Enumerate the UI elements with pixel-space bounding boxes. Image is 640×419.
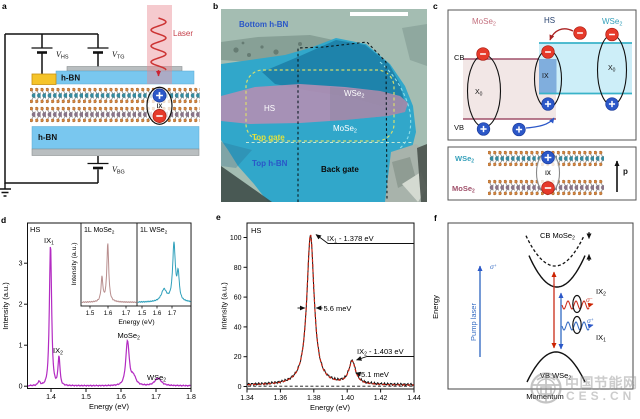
svg-text:Intensity (a.u.): Intensity (a.u.) bbox=[1, 282, 10, 330]
svg-text:MoSe2: MoSe2 bbox=[452, 184, 475, 195]
svg-text:a: a bbox=[2, 1, 7, 11]
svg-text:20: 20 bbox=[234, 354, 242, 361]
svg-text:Energy: Energy bbox=[431, 295, 440, 319]
svg-text:X0: X0 bbox=[608, 65, 616, 74]
svg-text:1.44: 1.44 bbox=[407, 395, 421, 402]
svg-text:Top gate: Top gate bbox=[252, 133, 285, 142]
svg-text:1.34: 1.34 bbox=[240, 395, 254, 402]
svg-text:5.6 meV: 5.6 meV bbox=[324, 304, 352, 313]
svg-text:CB MoSe2: CB MoSe2 bbox=[540, 231, 575, 242]
svg-text:MoSe2: MoSe2 bbox=[472, 17, 496, 28]
svg-text:1.5: 1.5 bbox=[81, 394, 91, 401]
svg-text:VBG: VBG bbox=[112, 165, 125, 176]
svg-text:CB: CB bbox=[454, 53, 464, 62]
svg-text:HS: HS bbox=[544, 16, 555, 25]
svg-text:h-BN: h-BN bbox=[61, 74, 80, 83]
svg-text:p: p bbox=[623, 167, 628, 176]
svg-text:σ+: σ+ bbox=[490, 263, 497, 271]
svg-text:IX1: IX1 bbox=[596, 333, 606, 344]
svg-text:X0: X0 bbox=[475, 89, 483, 98]
svg-text:Pump laser: Pump laser bbox=[469, 303, 478, 341]
svg-text:VTG: VTG bbox=[112, 50, 125, 61]
svg-text:1.5: 1.5 bbox=[138, 310, 147, 317]
svg-text:60: 60 bbox=[234, 295, 242, 302]
svg-text:IX2 - 1.403 eV: IX2 - 1.403 eV bbox=[357, 347, 404, 358]
svg-text:Laser: Laser bbox=[173, 29, 193, 38]
svg-text:CES.CN: CES.CN bbox=[566, 389, 635, 403]
svg-text:d: d bbox=[1, 215, 6, 225]
svg-text:1.6: 1.6 bbox=[153, 310, 162, 317]
svg-text:VHS: VHS bbox=[56, 50, 69, 61]
svg-text:1.7: 1.7 bbox=[151, 394, 161, 401]
svg-text:σ+: σ+ bbox=[587, 317, 594, 325]
svg-text:1.40: 1.40 bbox=[340, 395, 354, 402]
svg-text:HS: HS bbox=[30, 225, 40, 234]
svg-text:1: 1 bbox=[19, 343, 23, 350]
svg-text:WSe2: WSe2 bbox=[344, 89, 364, 100]
svg-text:0: 0 bbox=[238, 384, 242, 391]
svg-text:b: b bbox=[213, 1, 218, 11]
svg-text:Intensity (a.u.): Intensity (a.u.) bbox=[220, 282, 229, 330]
svg-text:0: 0 bbox=[19, 384, 23, 391]
svg-text:VB: VB bbox=[454, 123, 464, 132]
svg-text:5.1 meV: 5.1 meV bbox=[361, 370, 389, 379]
svg-text:IX2: IX2 bbox=[53, 346, 63, 357]
svg-text:1L WSe2: 1L WSe2 bbox=[140, 227, 168, 235]
svg-text:WSe2: WSe2 bbox=[455, 154, 474, 165]
svg-text:h-BN: h-BN bbox=[38, 133, 57, 142]
svg-text:Back gate: Back gate bbox=[321, 165, 359, 174]
svg-text:IX: IX bbox=[542, 73, 549, 80]
svg-text:1.42: 1.42 bbox=[374, 395, 388, 402]
svg-text:Energy (eV): Energy (eV) bbox=[310, 403, 351, 412]
svg-text:3: 3 bbox=[19, 261, 23, 268]
svg-text:1.5: 1.5 bbox=[86, 310, 95, 317]
svg-text:IX2: IX2 bbox=[596, 287, 606, 298]
svg-text:Top h-BN: Top h-BN bbox=[252, 159, 288, 168]
svg-text:1.7: 1.7 bbox=[168, 310, 177, 317]
svg-text:IX: IX bbox=[545, 171, 551, 177]
svg-text:1.8: 1.8 bbox=[186, 394, 196, 401]
svg-text:f: f bbox=[434, 213, 437, 223]
svg-text:Energy (eV): Energy (eV) bbox=[89, 402, 130, 411]
svg-text:c: c bbox=[433, 1, 438, 11]
svg-text:1.7: 1.7 bbox=[122, 310, 131, 317]
svg-text:IX: IX bbox=[157, 104, 163, 110]
svg-text:MoSe2: MoSe2 bbox=[333, 124, 357, 135]
svg-text:1.6: 1.6 bbox=[104, 310, 113, 317]
svg-text:σ−: σ− bbox=[586, 296, 593, 304]
svg-text:1.38: 1.38 bbox=[307, 395, 321, 402]
svg-text:1.4: 1.4 bbox=[46, 394, 56, 401]
svg-text:2: 2 bbox=[19, 302, 23, 309]
svg-text:Intensity (a.u.): Intensity (a.u.) bbox=[71, 242, 78, 285]
svg-text:HS: HS bbox=[251, 226, 261, 235]
svg-text:Bottom h-BN: Bottom h-BN bbox=[239, 20, 289, 29]
svg-text:1L MoSe2: 1L MoSe2 bbox=[84, 227, 115, 235]
svg-text:40: 40 bbox=[234, 324, 242, 331]
svg-text:80: 80 bbox=[234, 265, 242, 272]
svg-text:IX1 - 1.378 eV: IX1 - 1.378 eV bbox=[327, 234, 374, 245]
svg-text:1.6: 1.6 bbox=[116, 394, 126, 401]
svg-text:WSe2: WSe2 bbox=[602, 17, 622, 28]
svg-text:IX1: IX1 bbox=[44, 236, 54, 247]
svg-text:100: 100 bbox=[230, 235, 242, 242]
svg-text:HS: HS bbox=[264, 104, 275, 113]
svg-text:1.36: 1.36 bbox=[274, 395, 288, 402]
svg-text:MoSe2: MoSe2 bbox=[118, 331, 141, 342]
svg-text:e: e bbox=[216, 212, 221, 222]
svg-text:WSe2: WSe2 bbox=[147, 373, 166, 384]
svg-text:Energy (eV): Energy (eV) bbox=[118, 319, 154, 326]
svg-text:中国节能网: 中国节能网 bbox=[565, 375, 638, 391]
